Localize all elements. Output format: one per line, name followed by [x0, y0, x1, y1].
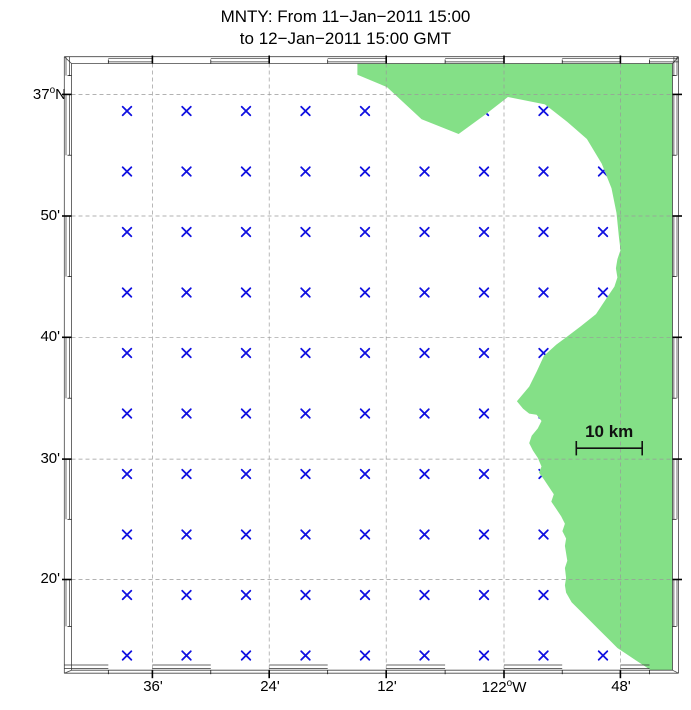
svg-text:10 km: 10 km: [585, 422, 633, 441]
